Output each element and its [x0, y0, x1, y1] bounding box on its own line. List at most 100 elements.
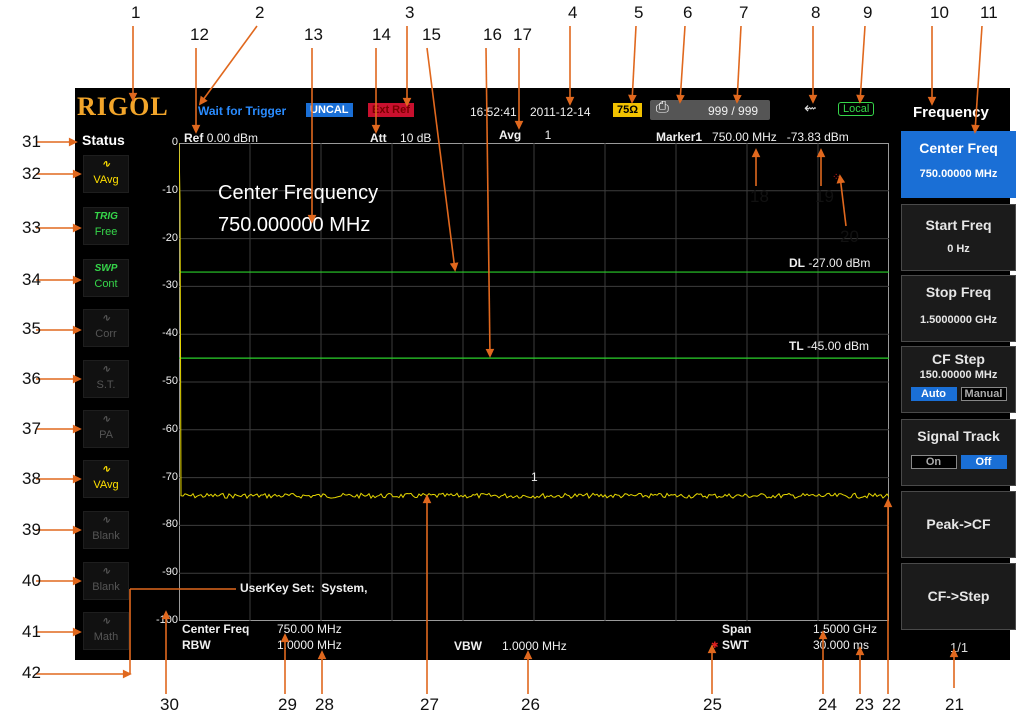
print-count: 999 / 999 [708, 104, 759, 118]
callout-arrowhead [565, 96, 575, 106]
correction-icon: ∿ Corr [83, 309, 129, 347]
callout-number: 23 [855, 695, 874, 714]
ext-ref-badge: Ext Ref [368, 103, 414, 117]
center-freq-label: Center Freq [182, 622, 250, 636]
center-frequency-value: 750.000000 MHz [218, 214, 371, 236]
callout-number: 37 [22, 419, 41, 438]
marker-label: Marker1 [656, 130, 703, 144]
att-label: Att [370, 131, 387, 145]
marker-freq: 750.00 MHz [712, 130, 777, 144]
sweep-icon-title: SWP [94, 263, 118, 274]
swt-label: SWT [722, 638, 749, 652]
center-freq-value: 750.00 MHz [277, 622, 342, 636]
callout-arrowhead [72, 627, 82, 637]
cf-step-action-softkey-label: CF->Step [927, 588, 990, 604]
callout-arrowhead [628, 94, 637, 104]
trace-vavg-2-icon-glyph: ∿ [101, 464, 111, 475]
callout-line [426, 47, 456, 271]
callout-number: 20 [840, 227, 859, 246]
callout-arrowhead [856, 94, 865, 104]
span-value: 1.5000 GHz [813, 622, 878, 636]
callout-number: 34 [22, 270, 41, 289]
cf-step-auto-toggle[interactable]: Auto [910, 387, 957, 401]
cf-step-action-softkey[interactable]: CF->Step [901, 563, 1016, 630]
callout-number: 19 [815, 187, 834, 206]
callout-arrowhead [72, 525, 82, 535]
callout-number: 18 [750, 187, 769, 206]
stop-freq-softkey[interactable]: Stop Freq 1.5000000 GHz [901, 275, 1016, 342]
trace-1 [179, 143, 889, 500]
clock-time: 16:52:41 [470, 105, 517, 119]
signal-track-off-toggle[interactable]: Off [960, 455, 1007, 469]
callout-number: 11 [980, 3, 998, 22]
cf-step-manual-toggle[interactable]: Manual [960, 387, 1007, 401]
span-label: Span [722, 622, 752, 636]
callout-arrowhead [280, 633, 290, 643]
callout-number: 3 [405, 3, 414, 22]
rigol-logo: RIGOL [77, 92, 169, 121]
callout-arrowhead [485, 348, 495, 358]
ref-label: Ref [184, 131, 204, 145]
clock-date: 2011-12-14 [530, 105, 591, 119]
stop-freq-softkey-value: 1.5000000 GHz [919, 314, 998, 326]
dl-label: DL [789, 256, 805, 270]
stop-freq-softkey-label: Stop Freq [925, 284, 992, 300]
callout-number: 32 [22, 164, 41, 183]
callout-arrowhead [402, 97, 412, 107]
peak-cf-softkey[interactable]: Peak->CF [901, 491, 1016, 558]
callout-arrowhead [198, 95, 208, 106]
callout-line [679, 25, 686, 103]
callout-arrowhead [883, 498, 893, 508]
callout-arrowhead [307, 214, 317, 224]
callout-arrowhead [72, 474, 82, 484]
callout-arrowhead [371, 124, 381, 134]
callout-line [839, 175, 847, 227]
callout-line [859, 25, 866, 103]
callout-arrowhead [836, 174, 846, 184]
callout-arrowhead [72, 169, 82, 179]
trace-blank-2-icon-glyph: ∿ [101, 566, 111, 577]
callout-number: 14 [372, 25, 391, 44]
cf-step-softkey-value: 150.00000 MHz [919, 369, 998, 381]
callout-line [485, 47, 491, 357]
center-freq-softkey[interactable]: Center Freq 750.00000 MHz [901, 131, 1016, 198]
callout-number: 7 [739, 3, 748, 22]
callout-number: 15 [422, 25, 441, 44]
signal-track-softkey[interactable]: Signal Track On Off [901, 419, 1016, 486]
callout-arrowhead [68, 137, 78, 147]
callout-arrowhead [161, 610, 171, 620]
correction-icon-glyph: ∿ [101, 313, 111, 324]
preamp-icon-label: PA [99, 429, 113, 441]
callout-number: 1 [131, 3, 140, 22]
start-freq-softkey[interactable]: Start Freq 0 Hz [901, 204, 1016, 271]
callout-arrowhead [816, 148, 826, 158]
callout-arrowhead [422, 494, 432, 504]
math-icon-label: Math [93, 631, 119, 643]
menu-title: Frequency [913, 104, 989, 121]
signal-track-icon-label: S.T. [96, 379, 116, 391]
avg-value: 1 [544, 128, 552, 142]
signal-track-on-toggle[interactable]: On [910, 455, 957, 469]
callout-arrowhead [191, 124, 201, 134]
cf-step-softkey[interactable]: CF Step 150.00000 MHz Auto Manual [901, 346, 1016, 413]
callout-number: 25 [703, 695, 722, 714]
signal-track-softkey-label: Signal Track [917, 428, 1000, 444]
y-tick-label: -10 [162, 183, 178, 196]
callout-arrowhead [751, 148, 761, 158]
signal-track-icon: ∿ S.T. [83, 360, 129, 398]
callout-number: 10 [930, 3, 949, 22]
trace-blank-2-icon: ∿ Blank [83, 562, 129, 600]
trace-vavg-2-icon: ∿ VAvg [83, 460, 129, 498]
trigger-icon-title: TRIG [94, 211, 118, 222]
callout-number: 42 [22, 663, 41, 682]
trace-blank-2-icon-label: Blank [92, 581, 120, 593]
callout-number: 27 [420, 695, 439, 714]
trace-blank-icon-glyph: ∿ [101, 515, 111, 526]
sweep-icon-label: Cont [94, 278, 118, 290]
trigger-icon-label: Free [94, 226, 118, 238]
trace-vavg-2-icon-label: VAvg [93, 479, 119, 491]
trace-vavg-icon: ∿ VAvg [83, 155, 129, 193]
center-freq-softkey-value: 750.00000 MHz [919, 168, 998, 180]
start-freq-softkey-label: Start Freq [925, 217, 992, 233]
